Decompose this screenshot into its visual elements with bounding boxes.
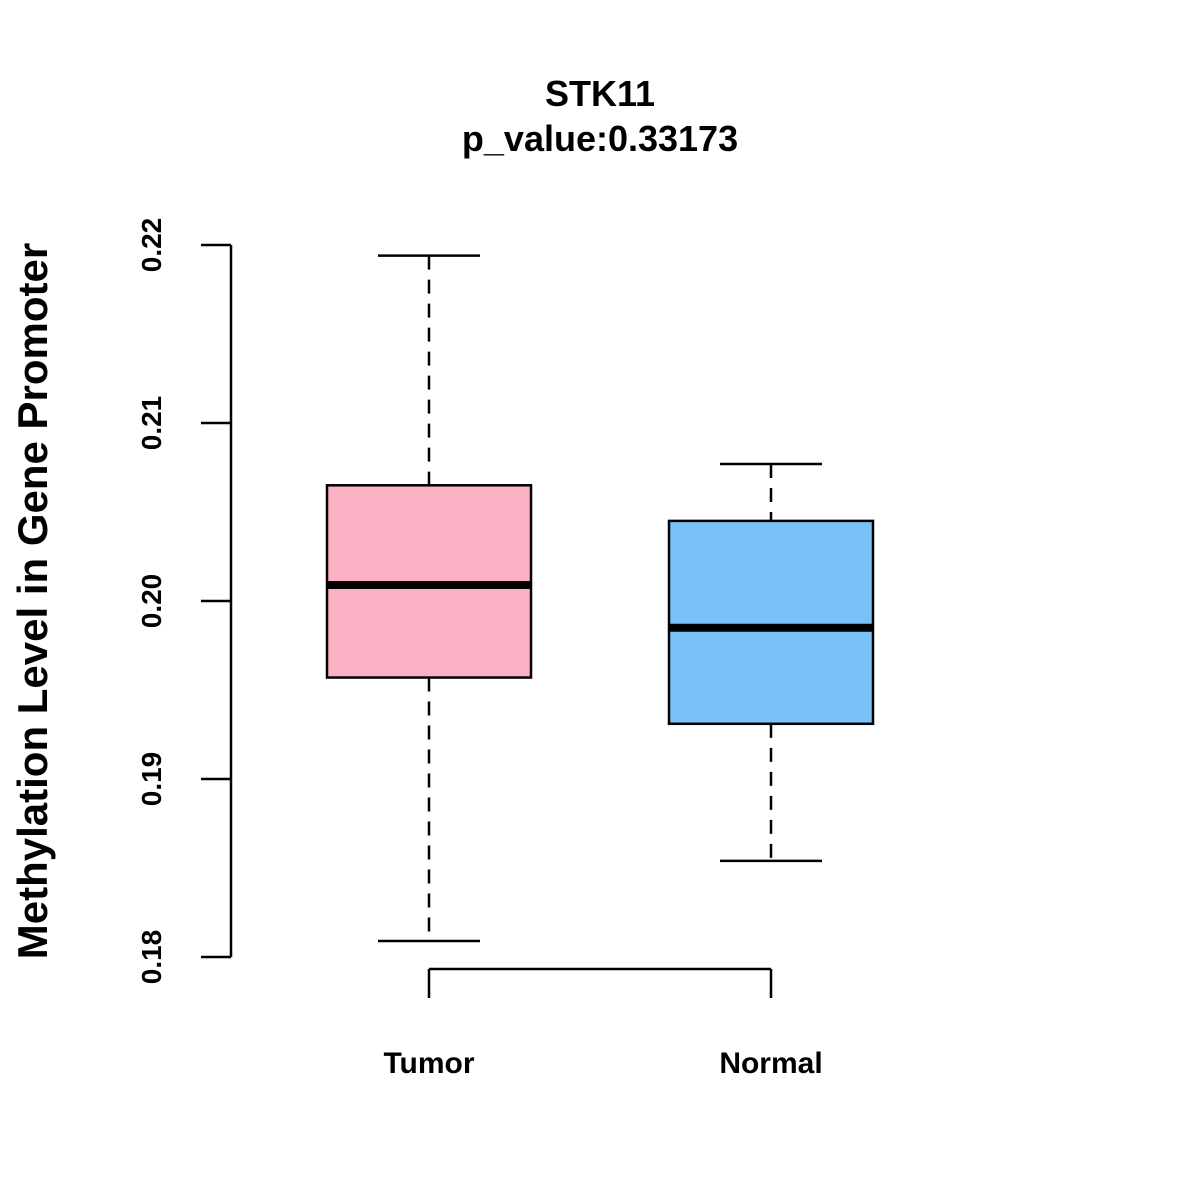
- x-axis: Tumor Normal: [383, 967, 823, 1080]
- y-tick-label: 0.20: [136, 574, 167, 629]
- box-tumor: [325, 254, 533, 943]
- x-category-label: Tumor: [383, 1047, 474, 1080]
- box-normal: [667, 462, 875, 863]
- boxes-group: [325, 254, 875, 943]
- y-tick-label: 0.19: [136, 752, 167, 807]
- chart-subtitle: p_value:0.33173: [462, 118, 738, 159]
- x-category-label: Normal: [719, 1047, 822, 1080]
- y-tick-label: 0.22: [136, 218, 167, 273]
- chart-title: STK11: [545, 73, 655, 114]
- y-tick-label: 0.18: [136, 930, 167, 985]
- y-axis: 0.18 0.19 0.20 0.21 0.22: [136, 218, 233, 985]
- y-tick-label: 0.21: [136, 396, 167, 451]
- y-axis-label: Methylation Level in Gene Promoter: [9, 243, 56, 959]
- box-iqr: [667, 519, 875, 726]
